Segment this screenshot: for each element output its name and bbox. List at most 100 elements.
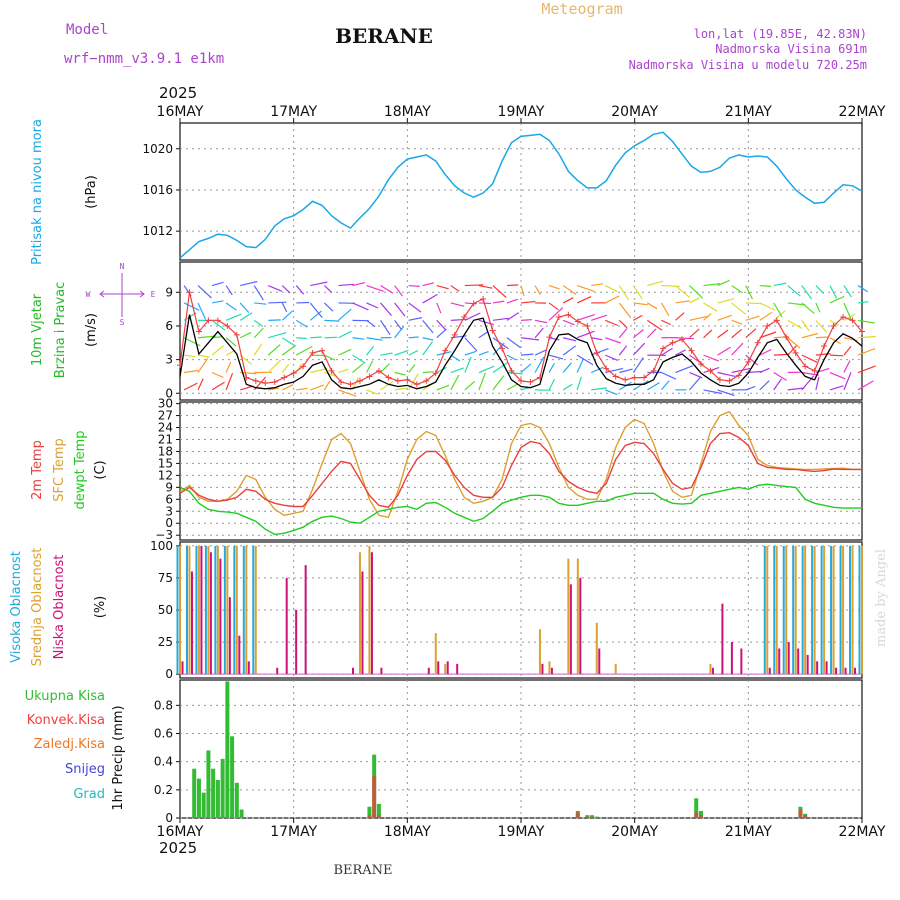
wind-barb [632,285,643,300]
wind-gust-marker [650,367,657,374]
station-title: BERANE [335,24,433,48]
wind-barb [309,310,322,321]
wind-barb [197,354,210,358]
wind-barb [324,302,334,312]
wind-barb [857,285,869,293]
temperature-ytick-label: 12 [158,468,173,482]
wind-barb [309,302,323,318]
wind-gust-marker [432,370,439,377]
wind-barb [380,285,394,294]
compass-n: N [120,262,125,271]
wind-barb [590,366,604,374]
wind-gust-marker [423,377,430,384]
pressure-ytick-label: 1012 [142,224,173,238]
wind-barb [506,298,518,304]
wind-gust-marker [262,380,269,387]
wind-barb [815,285,825,295]
wind-barb [633,302,648,306]
cloud-ytick-label: 25 [158,635,173,649]
wind-barb [576,296,592,304]
wind-barb [843,345,852,356]
wind-barb [618,381,632,391]
wind-gust-marker [726,377,733,384]
pressure-ytick-label: 1016 [142,183,173,197]
wind-barb [450,367,464,374]
temperature-frame [179,401,863,541]
wind-barb [450,285,460,292]
wind-barb [801,375,815,391]
wind-barb [562,362,572,373]
wind-barb [338,308,352,321]
wind-gust-marker [375,367,382,374]
wind-label-2: Brzina i Pravac [53,282,68,379]
wind-barb [253,319,264,327]
wind-barb [478,319,494,326]
wind-barb [296,387,308,391]
wind-barb [647,302,658,310]
wind-gust-marker [290,370,297,377]
wind-barb [310,367,328,374]
wind-barb [562,319,575,326]
wind-barb [338,389,357,397]
wind-barb [703,354,720,362]
x-tick-label-top: 16MAY [157,104,204,120]
wind-barb [591,314,608,321]
wind-barb [829,385,844,391]
wind-barb [745,385,756,391]
wind-axis-title: 10m Vjetar Brzina i Pravac (m/s) N W E S [30,262,156,378]
wind-barb [703,313,712,321]
wind-barb [745,302,762,305]
wind-barb [436,384,450,391]
precip-total-bar [215,779,220,818]
wind-barb [366,302,379,309]
x-tick-label-bottom: 18MAY [384,824,431,840]
temperature-ytick-label: 18 [158,444,173,458]
wind-barb [268,301,287,304]
year-top: 2025 [159,84,197,102]
wind-gust-marker [470,300,477,307]
wind-barb [366,337,383,341]
compass-e: E [151,290,156,299]
wind-barb [366,360,374,373]
wind-barb [632,342,646,356]
wind-barb [268,332,287,339]
wind-barb [211,371,224,379]
wind-barb [703,302,718,312]
wind-barb [675,312,685,321]
wind-barb [632,357,644,373]
wind-gust-marker [622,376,629,383]
wind-barb [380,320,391,336]
wind-barb [562,297,574,304]
wind-gust-marker [243,374,250,381]
wind-barb [829,354,844,357]
wind-barb [689,315,709,321]
wind-barb [506,383,518,391]
wind-barb [759,348,772,356]
wind-barb [857,319,875,324]
precip-convective-bar [698,815,703,818]
wind-barb [661,371,677,380]
wind-barb [323,380,331,391]
wind-barb [857,347,876,356]
wind-barb [478,331,488,339]
precip-total-bar [239,809,244,818]
wind-barb [591,337,603,341]
wind-barb [801,371,819,376]
pressure-frame [179,122,863,261]
precip-convective-bar [585,816,590,818]
wind-barb [703,329,713,339]
wind-barb [618,285,630,301]
wind-barb [534,327,544,339]
x-tick-label-top: 21MAY [725,104,772,120]
wind-barb [478,372,486,391]
precip-convective-bar [798,809,803,818]
temp-label-2: SFC Temp [52,438,67,502]
wind-barb [225,313,242,321]
wind-barb [506,371,523,375]
wind-barb [675,300,690,304]
wind-barb [633,314,643,321]
wind-barb [534,285,541,296]
wind-barb [576,284,595,292]
wind-barb [745,285,754,300]
